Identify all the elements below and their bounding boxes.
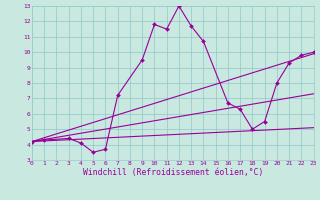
X-axis label: Windchill (Refroidissement éolien,°C): Windchill (Refroidissement éolien,°C) — [83, 168, 263, 177]
